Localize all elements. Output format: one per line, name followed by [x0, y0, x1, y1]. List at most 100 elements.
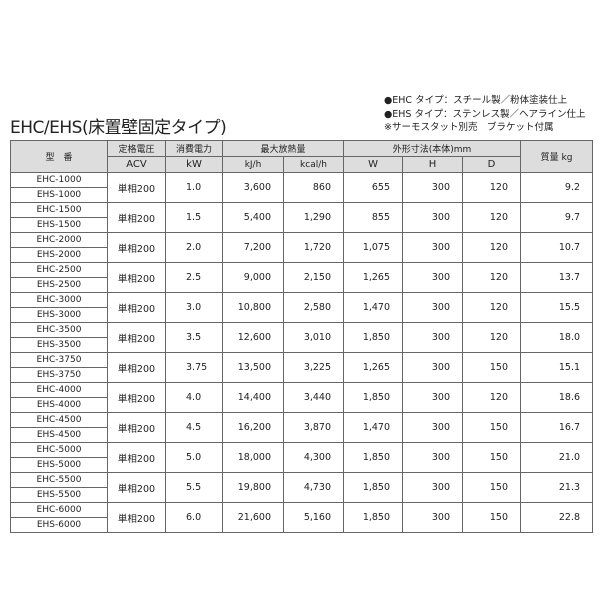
table-row: EHC-3750 EHS-3750 単相200 3.75 13,500 3,225 1,26… — [10, 352, 594, 383]
cell: 1,850 — [343, 322, 404, 353]
model: EHC-3500 — [36, 325, 82, 335]
cell: 3,440 — [282, 382, 345, 413]
table-row: EHC-4000 EHS-4000 単相200 4.0 14,400 3,440 1,850… — [10, 382, 594, 413]
cell: 5.0 — [165, 442, 223, 473]
cell: 単相200 — [107, 172, 166, 203]
title: EHC/EHS(床置壁固定タイプ) — [10, 118, 227, 138]
cell: 855 — [343, 202, 404, 233]
table-row: EHC-4500 EHS-4500 単相200 4.5 16,200 3,870 1,470… — [10, 412, 594, 443]
cell: 単相200 — [107, 232, 166, 263]
cell: 1,290 — [282, 202, 345, 233]
cell: 3,870 — [282, 412, 345, 443]
model: EHC-4500 — [36, 415, 82, 425]
model: EHS-3500 — [11, 337, 107, 352]
note: ●EHC タイプ：スチール製／粉体塗装仕上 — [384, 95, 568, 106]
cell: 300 — [402, 232, 464, 263]
cell: 4,730 — [282, 472, 345, 503]
cell: 300 — [402, 352, 464, 383]
cell: 7,200 — [222, 232, 284, 263]
table-row: EHC-3500 EHS-3500 単相200 3.5 12,600 3,010 1,850… — [10, 322, 594, 353]
model: EHS-2500 — [11, 277, 107, 292]
model: EHS-1500 — [11, 217, 107, 232]
model: EHC-5000 — [36, 445, 82, 455]
header-cell: 質量 kg — [520, 140, 594, 173]
model: EHS-5000 — [11, 457, 107, 472]
model: EHS-4500 — [11, 427, 107, 442]
cell: 18.0 — [520, 322, 594, 353]
model: EHS-3000 — [11, 307, 107, 322]
cell: 単相200 — [107, 292, 166, 323]
model-cell: EHC-5500 EHS-5500 — [10, 472, 108, 503]
model: EHC-2000 — [36, 235, 82, 245]
cell: 10.7 — [520, 232, 594, 263]
model: EHS-6000 — [11, 517, 107, 532]
cell: 655 — [343, 172, 404, 203]
header-cell: W — [343, 156, 404, 173]
cell: 単相200 — [107, 382, 166, 413]
model: EHS-3750 — [11, 367, 107, 382]
header-cell: 消費電力 — [165, 140, 223, 157]
cell: 21,600 — [222, 502, 284, 533]
cell: 300 — [402, 442, 464, 473]
cell: 1,850 — [343, 472, 404, 503]
table-row: EHC-2000 EHS-2000 単相200 2.0 7,200 1,720 1,075 3… — [10, 232, 594, 263]
cell: 3,225 — [282, 352, 345, 383]
cell: 単相200 — [107, 202, 166, 233]
model: EHC-3000 — [36, 295, 82, 305]
table-body: EHC-1000 EHS-1000 単相200 1.0 3,600 860 655 300 12… — [10, 172, 594, 533]
cell: 120 — [462, 322, 522, 353]
cell: 120 — [462, 262, 522, 293]
spec-table: 型 番 定格電圧 消費電力 最大放熱量 外形寸法(本体)mm 質量 kg ACV… — [10, 140, 594, 533]
cell: 19,800 — [222, 472, 284, 503]
header-cell: ACV — [107, 156, 166, 173]
model-cell: EHC-4500 EHS-4500 — [10, 412, 108, 443]
model: EHC-4000 — [36, 385, 82, 395]
table-row: EHC-5500 EHS-5500 単相200 5.5 19,800 4,730 1,850… — [10, 472, 594, 503]
cell: 13,500 — [222, 352, 284, 383]
cell: 5.5 — [165, 472, 223, 503]
model-cell: EHC-4000 EHS-4000 — [10, 382, 108, 413]
table-row: EHC-5000 EHS-5000 単相200 5.0 18,000 4,300 1,850… — [10, 442, 594, 473]
cell: 1.0 — [165, 172, 223, 203]
model: EHC-5500 — [36, 475, 82, 485]
model-cell: EHC-1000 EHS-1000 — [10, 172, 108, 203]
cell: 300 — [402, 292, 464, 323]
header-cell: kJ/h — [222, 156, 284, 173]
table-row: EHC-6000 EHS-6000 単相200 6.0 21,600 5,160 1,850… — [10, 502, 594, 533]
cell: 単相200 — [107, 412, 166, 443]
note: ※サーモスタット別売 ブラケット付属 — [384, 122, 554, 133]
cell: 単相200 — [107, 322, 166, 353]
cell: 4.0 — [165, 382, 223, 413]
cell: 120 — [462, 232, 522, 263]
cell: 150 — [462, 502, 522, 533]
cell: 120 — [462, 202, 522, 233]
cell: 300 — [402, 202, 464, 233]
cell: 1,075 — [343, 232, 404, 263]
cell: 15.1 — [520, 352, 594, 383]
cell: 16,200 — [222, 412, 284, 443]
cell: 22.8 — [520, 502, 594, 533]
cell: 1,850 — [343, 502, 404, 533]
model-cell: EHC-2000 EHS-2000 — [10, 232, 108, 263]
cell: 13.7 — [520, 262, 594, 293]
cell: 14,400 — [222, 382, 284, 413]
cell: 1,720 — [282, 232, 345, 263]
cell: 9.7 — [520, 202, 594, 233]
cell: 単相200 — [107, 262, 166, 293]
cell: 21.3 — [520, 472, 594, 503]
table-row: EHC-1500 EHS-1500 単相200 1.5 5,400 1,290 855 300… — [10, 202, 594, 233]
cell: 1,470 — [343, 292, 404, 323]
cell: 15.5 — [520, 292, 594, 323]
cell: 3,010 — [282, 322, 345, 353]
header-cell: 型 番 — [10, 140, 108, 173]
model: EHC-1500 — [36, 205, 82, 215]
cell: 1,850 — [343, 442, 404, 473]
notes: ●EHC タイプ：スチール製／粉体塗装仕上 ●EHS タイプ：ステンレス製／ヘア… — [384, 94, 586, 135]
cell: 2,580 — [282, 292, 345, 323]
cell: 860 — [282, 172, 345, 203]
cell: 4.5 — [165, 412, 223, 443]
cell: 3.75 — [165, 352, 223, 383]
cell: 150 — [462, 412, 522, 443]
header-cell: D — [462, 156, 522, 173]
model-cell: EHC-1500 EHS-1500 — [10, 202, 108, 233]
